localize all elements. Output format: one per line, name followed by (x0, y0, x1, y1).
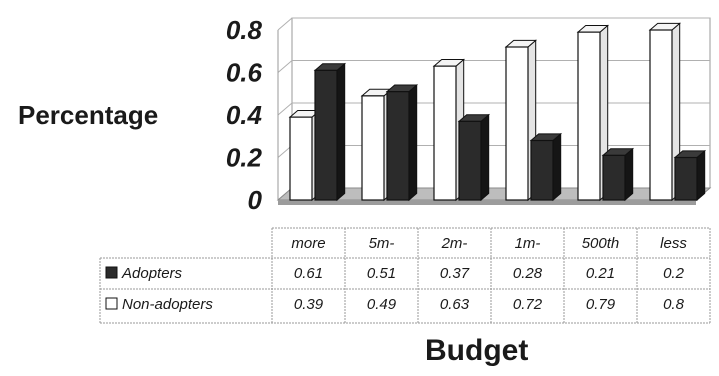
gridline-side (277, 102, 293, 116)
data-table-cell: 0.28 (513, 265, 543, 282)
data-table-cell: 0.8 (663, 296, 685, 313)
bar-front (602, 154, 626, 201)
data-table-cell: 0.61 (294, 265, 323, 282)
legend-label: Non-adopters (122, 296, 213, 313)
bar-adopters (313, 62, 347, 202)
bar-front (314, 69, 338, 201)
bar-side (624, 147, 634, 202)
data-table-cell: 0.37 (440, 265, 470, 282)
bar-side (696, 149, 706, 202)
bar-front (361, 95, 385, 201)
y-tick-label: 0.8 (226, 15, 263, 45)
x-axis-label: Budget (425, 334, 529, 367)
x-category-label: 1m- (515, 235, 541, 252)
data-table-cell: 0.63 (440, 296, 470, 313)
data-table-cell: 0.21 (586, 265, 615, 282)
legend-label: Adopters (121, 265, 183, 282)
bar-front (289, 116, 313, 201)
bar-front (505, 46, 529, 201)
bar-adopters (529, 132, 563, 202)
bar-adopters (385, 83, 419, 202)
y-tick-label: 0.6 (226, 58, 263, 88)
x-category-label: 5m- (369, 235, 395, 252)
gridline-side (277, 17, 293, 31)
bar-front (649, 29, 673, 201)
y-tick-label: 0.2 (226, 143, 263, 173)
plot-floor-edge (278, 200, 696, 205)
bar-side (408, 83, 418, 202)
gridline-side (277, 60, 293, 73)
bar-side (552, 132, 562, 202)
y-axis-label: Percentage (18, 100, 159, 130)
bar-adopters (601, 147, 635, 202)
y-tick-label: 0.4 (226, 100, 263, 130)
bar-front (577, 31, 601, 201)
legend-swatch-adopters (105, 266, 118, 279)
data-table-cell: 0.2 (663, 265, 685, 282)
bar-adopters (673, 149, 707, 202)
bar-side (480, 113, 490, 202)
bar-adopters (457, 113, 491, 202)
bar-front (458, 120, 482, 201)
x-category-label: more (291, 235, 325, 252)
y-tick-label: 0 (248, 185, 263, 215)
legend-swatch-non-adopters (105, 297, 118, 310)
bar-front (530, 139, 554, 201)
data-table-cell: 0.39 (294, 296, 324, 313)
x-category-label: 2m- (441, 235, 468, 252)
bar-side (336, 62, 346, 202)
data-table-cell: 0.49 (367, 296, 397, 313)
data-table-cell: 0.72 (513, 296, 543, 313)
data-table-cell: 0.51 (367, 265, 396, 282)
bar-front (674, 156, 698, 201)
bar-front (433, 65, 457, 201)
x-category-label: 500th (582, 235, 620, 252)
x-category-label: less (660, 235, 687, 252)
bar-front (386, 91, 410, 201)
data-table-cell: 0.79 (586, 296, 616, 313)
